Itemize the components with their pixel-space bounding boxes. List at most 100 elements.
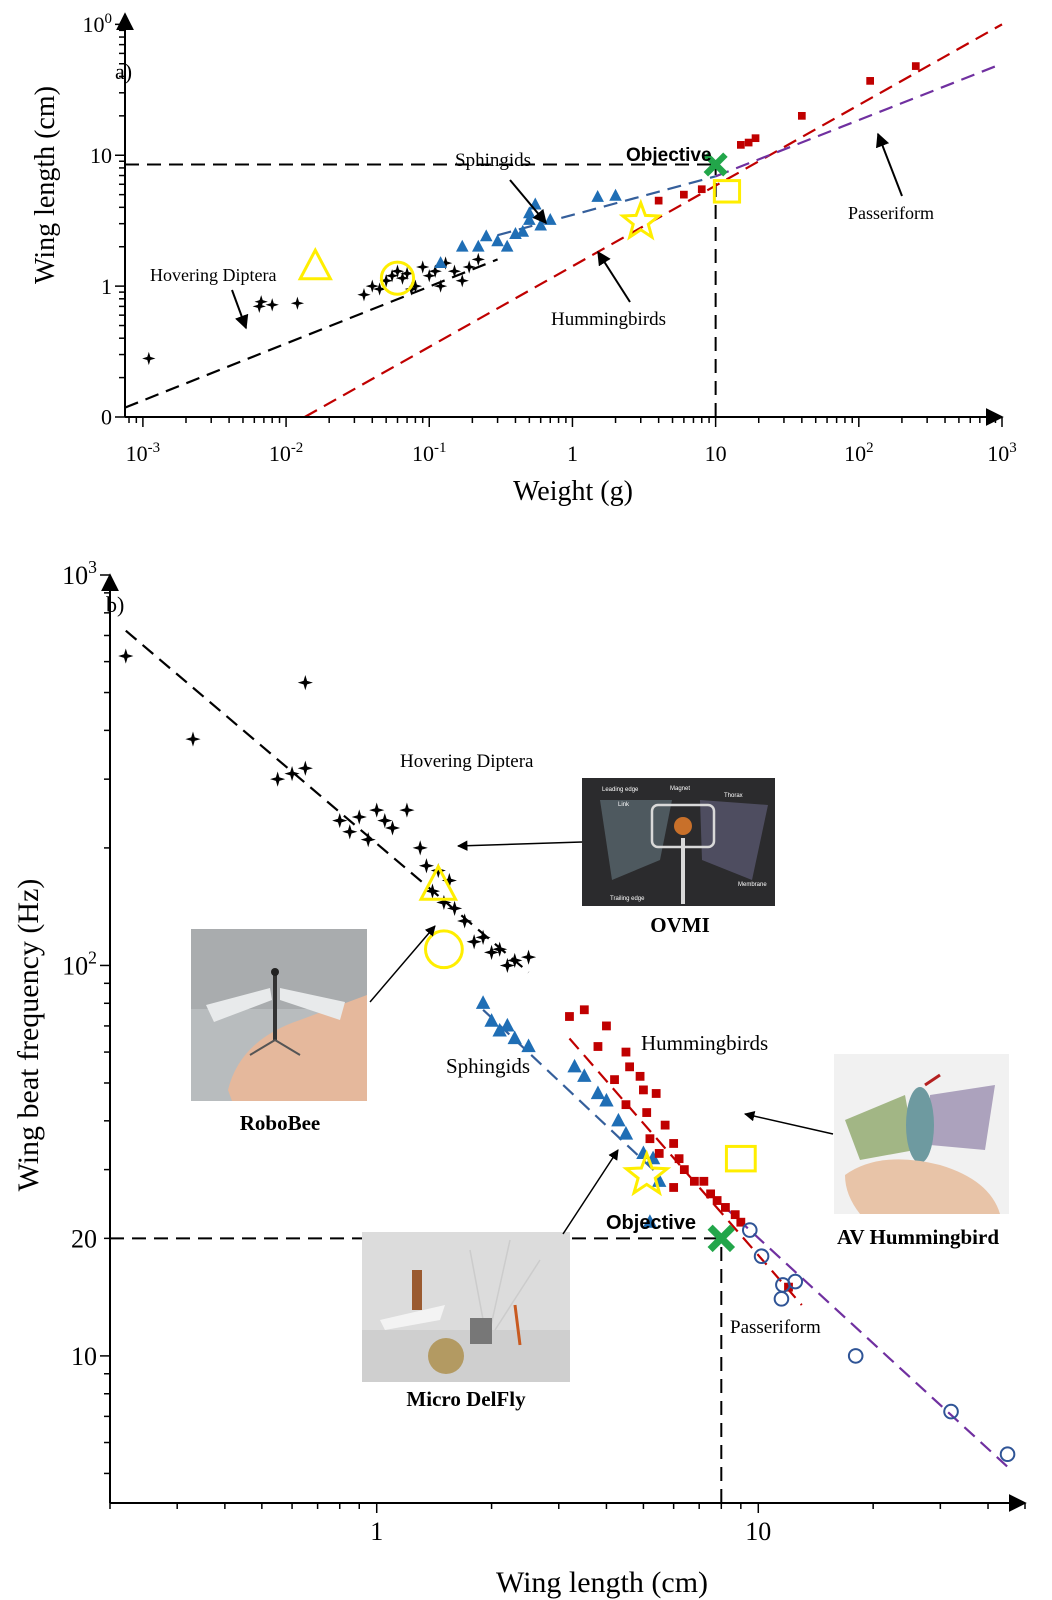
- annotation-hovering-diptera: Hovering Diptera: [150, 265, 276, 285]
- annotation-hummingbirds-b: Hummingbirds: [641, 1031, 768, 1055]
- point-sphingid: [523, 213, 536, 225]
- point-hummingbird: [579, 1005, 589, 1015]
- x-tick-label: 1: [567, 441, 578, 466]
- point-sphingid: [521, 1038, 536, 1053]
- annotation-hummingbirds: Hummingbirds: [551, 309, 666, 330]
- point-diptera: [142, 351, 156, 366]
- point-hummingbird: [744, 138, 753, 147]
- point-hummingbird: [911, 62, 920, 70]
- point-sphingid: [491, 234, 504, 247]
- annotation-sphingids-b: Sphingids: [446, 1054, 530, 1078]
- point-diptera: [118, 648, 134, 664]
- point-diptera: [395, 271, 410, 285]
- point-diptera: [438, 256, 453, 270]
- point-yellow-triangle: [418, 863, 459, 901]
- fit-line: [124, 258, 498, 409]
- fit-line: [715, 62, 1003, 178]
- arrow-passeriform: [876, 132, 903, 197]
- x-tick-label: 10-2: [269, 440, 303, 466]
- point-diptera: [265, 298, 279, 312]
- point-hummingbird: [654, 196, 663, 205]
- annotation-sphingids: Sphingids: [455, 150, 531, 171]
- point-sphingid: [484, 1013, 499, 1027]
- y-tick-label: 103: [62, 557, 97, 590]
- point-objective: [703, 152, 728, 177]
- point-passeriform: [741, 1222, 758, 1238]
- point-hummingbird: [621, 1100, 631, 1110]
- point-passeriform: [773, 1291, 790, 1307]
- panel-a-points: [142, 62, 920, 366]
- annotation-objective-b: Objective: [606, 1212, 696, 1234]
- point-hummingbird: [645, 1134, 655, 1144]
- point-hummingbird: [660, 1120, 670, 1130]
- caption-robobee: RoboBee: [240, 1111, 321, 1135]
- panel-b-ticks: 1 10 10 20 102 103: [62, 557, 1026, 1546]
- point-sphingid: [500, 239, 514, 252]
- point-sphingid: [642, 1214, 658, 1228]
- arrow-sphingids: [509, 179, 547, 225]
- point-diptera: [428, 264, 442, 278]
- point-sphingid: [455, 239, 469, 252]
- point-passeriform: [787, 1273, 804, 1290]
- ovmi-label-leading-edge: Leading edge: [602, 787, 639, 793]
- point-diptera: [372, 282, 387, 296]
- point-sphingid: [591, 189, 604, 202]
- point-diptera: [297, 675, 313, 691]
- point-sphingid: [567, 1058, 582, 1073]
- point-diptera: [342, 824, 358, 840]
- point-sphingid: [471, 239, 485, 252]
- point-hummingbird: [639, 1085, 648, 1095]
- panel-b-points: [118, 648, 1016, 1463]
- point-sphingid: [534, 218, 547, 231]
- point-hummingbird: [651, 1089, 661, 1098]
- point-passeriform: [999, 1446, 1016, 1463]
- point-hummingbird: [602, 1021, 611, 1031]
- point-sphingid: [507, 1030, 522, 1045]
- point-passeriform: [943, 1403, 959, 1420]
- caption-ovmi: OVMI: [650, 913, 710, 937]
- panel-a-guide-lines: [125, 163, 717, 417]
- annotation-hovering-diptera-b: Hovering Diptera: [400, 751, 534, 772]
- point-diptera: [400, 266, 414, 281]
- caption-micro-delfly: Micro DelFly: [406, 1387, 526, 1411]
- point-diptera: [369, 802, 385, 818]
- point-diptera: [412, 840, 428, 856]
- point-sphingid: [492, 1022, 507, 1037]
- photo-robobee: [191, 929, 367, 1101]
- point-hummingbird: [699, 1176, 709, 1186]
- fit-line: [497, 175, 716, 237]
- point-hummingbird: [635, 1071, 645, 1081]
- point-diptera: [377, 812, 393, 829]
- point-diptera: [507, 952, 523, 969]
- point-sphingid: [543, 213, 557, 225]
- point-diptera: [332, 812, 348, 829]
- point-sphingid: [599, 1092, 614, 1107]
- point-hummingbird: [730, 1210, 740, 1220]
- point-hummingbird: [610, 1075, 619, 1085]
- point-yellow-square: [724, 1144, 757, 1173]
- point-diptera: [365, 279, 379, 293]
- point-diptera: [422, 269, 436, 283]
- x-tick-label: 10-3: [126, 440, 160, 466]
- y-tick-label: 102: [62, 948, 97, 981]
- y-tick-label: 1: [101, 274, 112, 299]
- point-diptera: [455, 274, 469, 288]
- point-sphingid: [577, 1068, 592, 1082]
- arrow-hummingbirds: [597, 250, 631, 303]
- arrow-av-hummingbird: [743, 1110, 834, 1135]
- point-passeriform: [847, 1348, 864, 1364]
- point-diptera: [430, 862, 446, 879]
- point-hummingbird: [697, 185, 706, 194]
- fit-line: [125, 629, 530, 974]
- panel-a-label: a): [115, 59, 132, 84]
- point-diptera: [252, 299, 266, 314]
- point-diptera: [466, 934, 482, 950]
- point-hummingbird: [706, 1189, 716, 1199]
- fit-line: [482, 1008, 660, 1177]
- point-passeriform: [753, 1248, 770, 1265]
- point-diptera: [390, 264, 405, 278]
- point-hummingbird: [679, 1165, 689, 1175]
- point-sphingid: [479, 229, 493, 242]
- annotation-passeriform: Passeriform: [848, 203, 934, 223]
